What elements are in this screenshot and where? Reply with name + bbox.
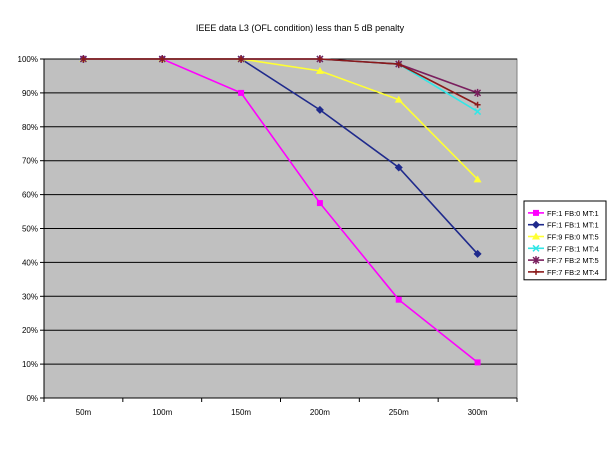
data-point (473, 175, 482, 183)
legend-swatch-marker (532, 244, 540, 252)
legend-item: FF:1 FB:0 MT:1 (528, 209, 599, 218)
series-line (83, 58, 478, 106)
legend-item: FF:7 FB:1 MT:4 (528, 244, 599, 253)
data-point (473, 249, 482, 258)
data-point (395, 61, 402, 68)
legend-item: FF:7 FB:2 MT:4 (528, 268, 599, 277)
legend-label: FF:7 FB:1 MT:4 (547, 244, 599, 253)
y-tick-label: 40% (22, 258, 38, 267)
y-tick-label: 80% (22, 123, 38, 132)
legend-label: FF:7 FB:2 MT:5 (547, 256, 599, 265)
x-tick-label: 200m (310, 408, 330, 417)
data-point (315, 66, 324, 74)
y-tick-label: 70% (22, 157, 38, 166)
data-point (315, 105, 324, 114)
data-point (474, 101, 481, 108)
plot-area: 0% 10% 20% 30% 40% 50% 60% 70% 80% 90% 100% 50m 100m… (18, 55, 518, 417)
y-tick-label: 50% (22, 225, 38, 234)
data-point (238, 56, 245, 62)
data-point (394, 95, 403, 103)
legend-item: FF:7 FB:2 MT:5 (528, 256, 599, 265)
chart-title: IEEE data L3 (OFL condition) less than 5… (196, 23, 405, 33)
y-tick-label: 90% (22, 89, 38, 98)
series-6 (80, 56, 481, 108)
legend-swatch-marker (533, 209, 539, 216)
legend: FF:1 FB:0 MT:1 FF:1 FB:1 MT:1 FF:9 FB:0 MT… (523, 200, 607, 281)
data-point (238, 89, 245, 96)
data-point (474, 88, 482, 97)
legend-swatch-marker (532, 220, 540, 229)
y-tick-label: 30% (22, 292, 38, 301)
data-point (474, 108, 482, 116)
data-point (394, 163, 403, 172)
legend-label: FF:1 FB:0 MT:1 (547, 209, 599, 218)
x-tick-label: 150m (231, 408, 251, 417)
data-point (316, 200, 323, 207)
x-tick-label: 300m (468, 408, 488, 417)
y-tick-label: 0% (26, 394, 38, 403)
legend-label: FF:1 FB:1 MT:1 (547, 221, 599, 230)
legend-label: FF:9 FB:0 MT:5 (547, 233, 599, 242)
data-point (80, 56, 87, 62)
y-tick-label: 20% (22, 326, 38, 335)
legend-swatch-marker (532, 232, 540, 240)
legend-swatch-marker (532, 256, 540, 265)
y-tick-label: 100% (18, 55, 38, 64)
legend-item: FF:1 FB:1 MT:1 (528, 220, 599, 230)
x-tick-label: 250m (389, 408, 409, 417)
x-tick-label: 50m (76, 408, 92, 417)
y-tick-label: 60% (22, 191, 38, 200)
data-point (159, 56, 166, 62)
data-point (395, 296, 402, 303)
legend-item: FF:9 FB:0 MT:5 (528, 232, 599, 242)
data-point (474, 359, 481, 366)
y-tick-label: 10% (22, 360, 38, 369)
legend-swatch-marker (533, 268, 539, 275)
x-tick-label: 100m (152, 408, 172, 417)
data-point (316, 56, 323, 62)
legend-label: FF:7 FB:2 MT:4 (547, 268, 599, 277)
